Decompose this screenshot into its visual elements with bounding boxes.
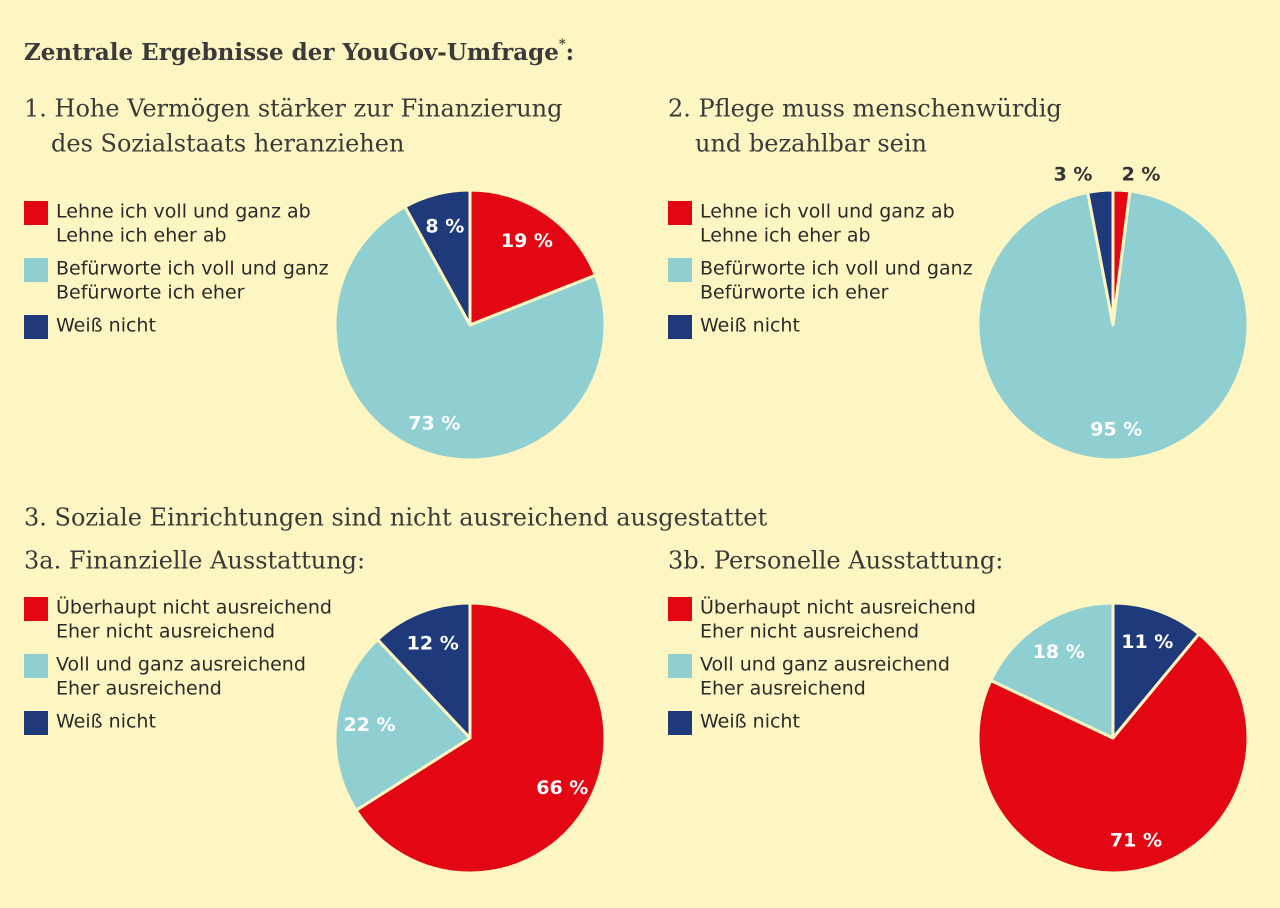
legend-label: Überhaupt nicht ausreichend xyxy=(700,596,976,619)
legend-label: Befürworte ich eher xyxy=(56,282,245,304)
pie-slice xyxy=(354,601,607,875)
pie-slice xyxy=(376,601,472,740)
pie-slice xyxy=(468,188,598,327)
value-label: 11 % xyxy=(1121,631,1173,653)
legend-label: Lehne ich voll und ganz ab xyxy=(700,201,955,223)
value-label: 19 % xyxy=(501,230,553,252)
legend-label: Überhaupt nicht ausreichend xyxy=(56,596,332,619)
value-label: 3 % xyxy=(1054,164,1093,186)
legend-swatch xyxy=(24,711,48,735)
value-label: 2 % xyxy=(1122,164,1161,186)
legend-swatch xyxy=(668,201,692,225)
section-title: 3. Soziale Einrichtungen sind nicht ausr… xyxy=(24,504,768,532)
legend-label: Lehne ich eher ab xyxy=(700,225,871,247)
legend-swatch xyxy=(24,315,48,339)
value-label: 12 % xyxy=(407,632,459,654)
title-text: Zentrale Ergebnisse der YouGov-Umfrage xyxy=(24,39,559,66)
pie-slice xyxy=(1086,188,1115,327)
legend-label: Eher nicht ausreichend xyxy=(700,621,919,643)
legend-swatch xyxy=(668,711,692,735)
legend-swatch xyxy=(668,597,692,621)
legend-label: Weiß nicht xyxy=(700,315,800,337)
pie-slice xyxy=(333,205,607,462)
value-label: 18 % xyxy=(1033,641,1085,663)
pie-slice xyxy=(976,632,1250,875)
legend-swatch xyxy=(24,597,48,621)
chart-title: 3b. Personelle Ausstattung: xyxy=(668,547,1003,575)
chart-title: 3a. Finanzielle Ausstattung: xyxy=(24,547,365,575)
legend-label: Weiß nicht xyxy=(56,711,156,733)
legend-swatch xyxy=(24,201,48,225)
chart-title: und bezahlbar sein xyxy=(695,130,927,158)
legend-label: Lehne ich eher ab xyxy=(56,225,227,247)
legend-label: Weiß nicht xyxy=(56,315,156,337)
value-label: 22 % xyxy=(344,714,396,736)
legend-label: Eher ausreichend xyxy=(700,678,866,700)
chart-title: des Sozialstaats heranziehen xyxy=(51,130,404,158)
pie-slice xyxy=(403,188,472,327)
pie-slice xyxy=(333,638,472,812)
legend-label: Lehne ich voll und ganz ab xyxy=(56,201,311,223)
legend-label: Voll und ganz ausreichend xyxy=(700,654,950,676)
legend-label: Eher nicht ausreichend xyxy=(56,621,275,643)
legend-swatch xyxy=(668,654,692,678)
value-label: 95 % xyxy=(1090,419,1142,441)
legend-swatch xyxy=(668,258,692,282)
legend-label: Eher ausreichend xyxy=(56,678,222,700)
legend-label: Voll und ganz ausreichend xyxy=(56,654,306,676)
pie-slice xyxy=(989,601,1115,740)
value-label: 8 % xyxy=(425,215,464,237)
chart-title: 2. Pflege muss menschenwürdig xyxy=(668,95,1062,123)
value-label: 73 % xyxy=(408,413,460,435)
title-end: : xyxy=(566,39,575,66)
legend-label: Befürworte ich voll und ganz xyxy=(700,258,973,280)
legend-swatch xyxy=(668,315,692,339)
legend-swatch xyxy=(24,654,48,678)
legend-label: Befürworte ich voll und ganz xyxy=(56,258,329,280)
value-label: 71 % xyxy=(1110,829,1162,851)
value-label: 66 % xyxy=(536,777,588,799)
legend-label: Befürworte ich eher xyxy=(700,282,889,304)
main-title: Zentrale Ergebnisse der YouGov-Umfrage*: xyxy=(24,37,574,67)
chart-title: 1. Hohe Vermögen stärker zur Finanzierun… xyxy=(24,95,562,123)
footnote-mark: * xyxy=(559,37,566,52)
legend-label: Weiß nicht xyxy=(700,711,800,733)
legend-swatch xyxy=(24,258,48,282)
pie-slice xyxy=(1111,601,1201,740)
